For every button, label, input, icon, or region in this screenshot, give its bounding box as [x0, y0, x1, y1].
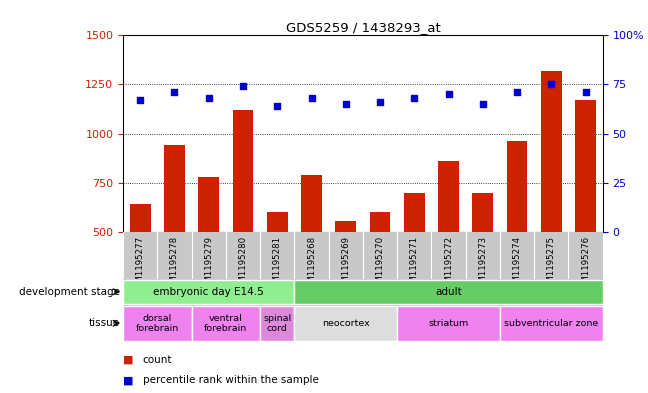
Point: [169, 89, 179, 95]
Bar: [130, 204, 150, 330]
Text: ■: ■: [123, 355, 133, 365]
Bar: [198, 177, 219, 330]
Bar: [472, 193, 493, 330]
Point: [341, 101, 351, 107]
Bar: [575, 100, 596, 330]
Bar: [294, 280, 603, 303]
Bar: [123, 306, 192, 341]
Bar: [192, 306, 260, 341]
Bar: [541, 71, 562, 330]
Bar: [500, 306, 603, 341]
Text: spinal
cord: spinal cord: [263, 314, 292, 333]
Bar: [370, 212, 390, 330]
Text: GSM1195270: GSM1195270: [375, 236, 384, 294]
Point: [478, 101, 488, 107]
Text: GSM1195272: GSM1195272: [444, 236, 453, 294]
Bar: [294, 306, 397, 341]
Bar: [507, 141, 527, 330]
Bar: [164, 145, 185, 330]
Text: GSM1195280: GSM1195280: [238, 236, 248, 294]
Text: GSM1195277: GSM1195277: [135, 236, 145, 294]
Bar: [301, 175, 322, 330]
Text: subventricular zone: subventricular zone: [504, 319, 598, 328]
Text: neocortex: neocortex: [322, 319, 369, 328]
Text: GSM1195275: GSM1195275: [547, 236, 556, 294]
Text: GSM1195276: GSM1195276: [581, 236, 590, 294]
Bar: [404, 193, 424, 330]
Point: [375, 99, 385, 105]
Bar: [438, 161, 459, 330]
Text: GSM1195274: GSM1195274: [513, 236, 522, 294]
Text: striatum: striatum: [428, 319, 469, 328]
Text: GSM1195278: GSM1195278: [170, 236, 179, 294]
Bar: [336, 221, 356, 330]
Text: adult: adult: [435, 287, 462, 297]
Point: [409, 95, 419, 101]
Text: dorsal
forebrain: dorsal forebrain: [135, 314, 179, 333]
Bar: [267, 212, 288, 330]
Point: [443, 91, 454, 97]
Bar: [260, 306, 294, 341]
Bar: [233, 110, 253, 330]
Text: GSM1195281: GSM1195281: [273, 236, 282, 294]
Point: [512, 89, 522, 95]
Text: GSM1195269: GSM1195269: [341, 236, 351, 294]
Point: [581, 89, 591, 95]
Bar: [397, 306, 500, 341]
Point: [546, 81, 557, 88]
Text: embryonic day E14.5: embryonic day E14.5: [154, 287, 264, 297]
Title: GDS5259 / 1438293_at: GDS5259 / 1438293_at: [286, 21, 440, 34]
Text: ■: ■: [123, 375, 133, 385]
Text: tissue: tissue: [89, 318, 120, 328]
Text: percentile rank within the sample: percentile rank within the sample: [143, 375, 318, 385]
Point: [203, 95, 214, 101]
Text: GSM1195271: GSM1195271: [410, 236, 419, 294]
Text: development stage: development stage: [19, 287, 120, 297]
Point: [135, 97, 145, 103]
Text: ventral
forebrain: ventral forebrain: [204, 314, 248, 333]
Point: [307, 95, 317, 101]
Point: [238, 83, 248, 90]
Text: GSM1195273: GSM1195273: [478, 236, 487, 294]
Text: count: count: [143, 355, 172, 365]
Text: GSM1195268: GSM1195268: [307, 236, 316, 294]
Point: [272, 103, 283, 109]
Text: GSM1195279: GSM1195279: [204, 236, 213, 294]
Bar: [123, 280, 294, 303]
